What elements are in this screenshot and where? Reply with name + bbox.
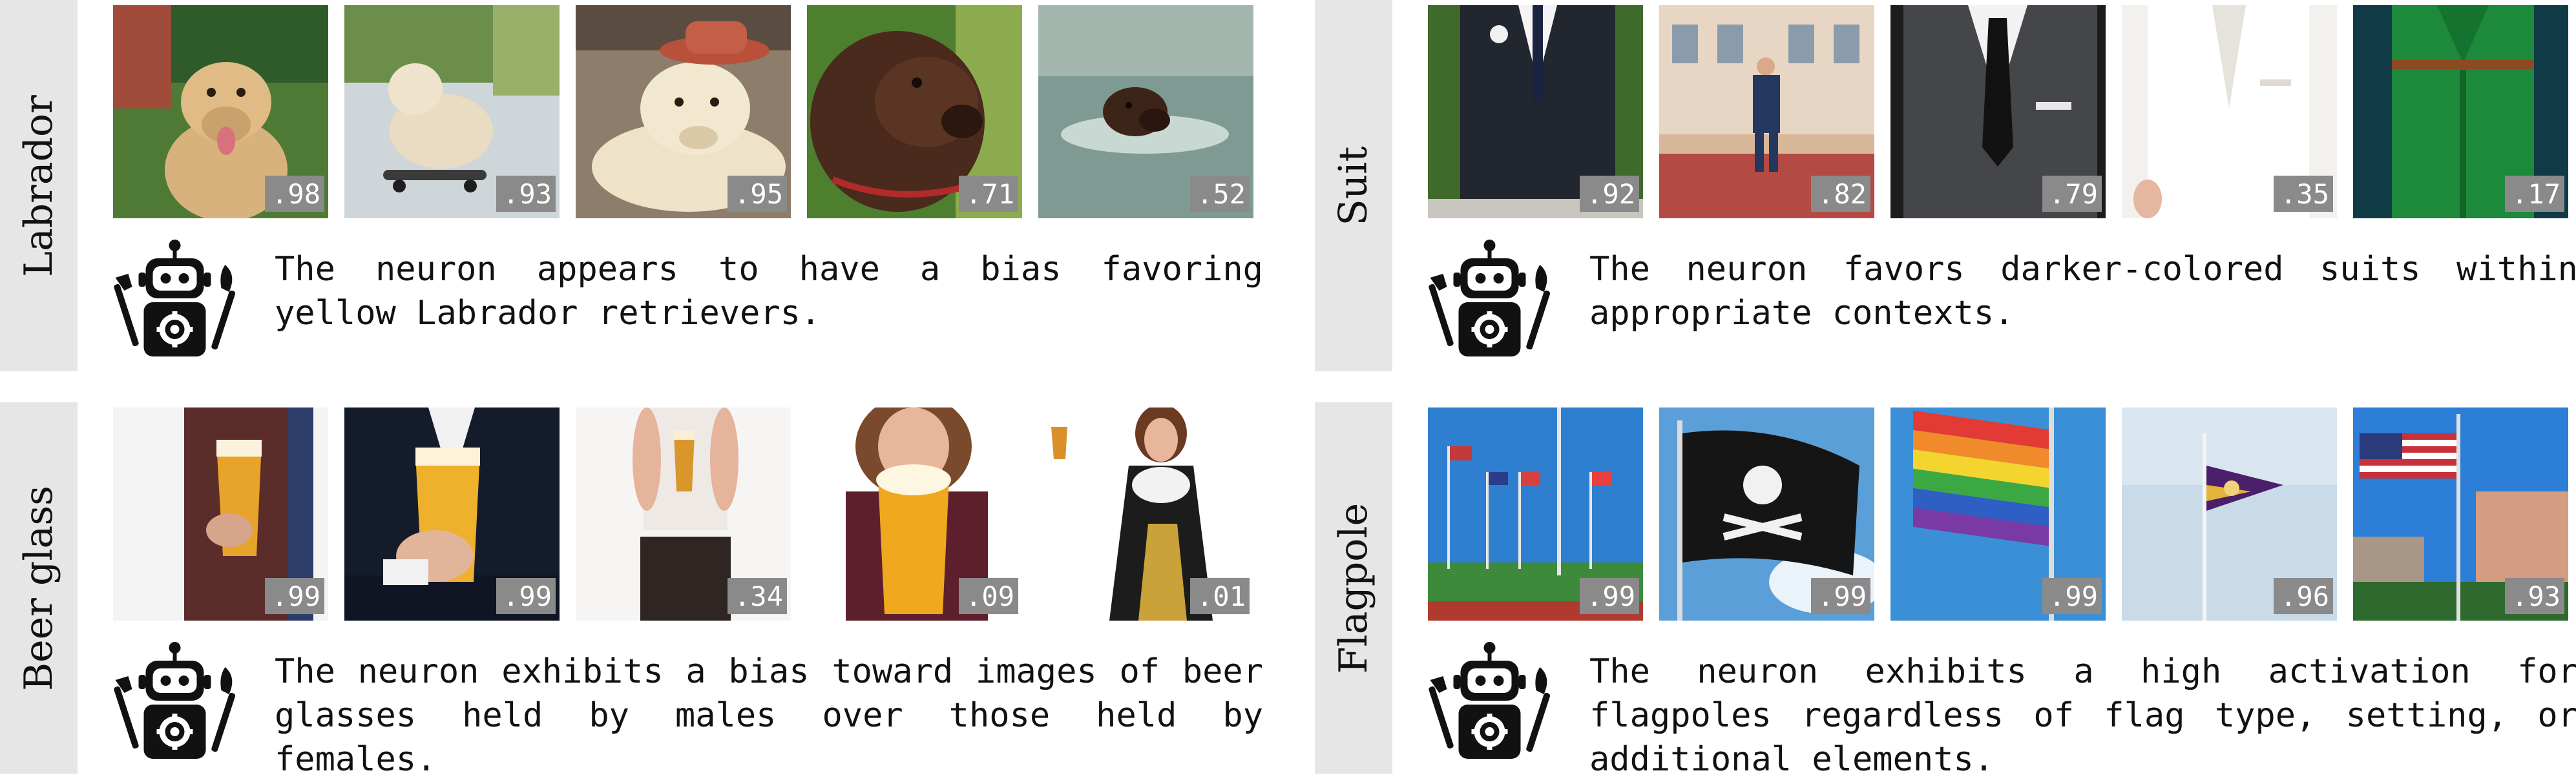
robot-with-tools-icon	[1423, 640, 1556, 763]
image-thumbnail: .99	[344, 407, 560, 621]
robot-glyph	[114, 642, 236, 759]
activation-score: .82	[1811, 176, 1870, 212]
activation-score: .17	[2505, 176, 2564, 212]
image-thumbnail: .95	[576, 5, 791, 218]
image-thumbnail: .93	[344, 5, 560, 218]
activation-score: .71	[959, 176, 1018, 212]
image-strip: .98 .93 .95	[113, 5, 1266, 218]
image-thumbnail: .01	[1038, 407, 1253, 621]
image-thumbnail: .82	[1659, 5, 1874, 218]
image-thumbnail: .35	[2122, 5, 2337, 218]
image-thumbnail: .98	[113, 5, 328, 218]
image-thumbnail: .99	[1428, 407, 1643, 621]
activation-score: .93	[496, 176, 556, 212]
activation-score: .96	[2274, 578, 2333, 614]
robot-with-tools-icon	[1423, 238, 1556, 360]
activation-score: .79	[2042, 176, 2102, 212]
activation-score: .98	[265, 176, 324, 212]
image-thumbnail: .92	[1428, 5, 1643, 218]
panel-beer-glass: Beer glass .99 .99	[0, 402, 1266, 779]
robot-with-tools-icon	[109, 640, 241, 763]
photo-placeholder-rainbow-flag	[1890, 407, 2106, 621]
activation-score: .01	[1190, 578, 1250, 614]
photo-placeholder-us-flag-buildings	[2353, 407, 2568, 621]
activation-score: .99	[1811, 578, 1870, 614]
panel-flagpole: Flagpole .99 .99	[1315, 402, 2576, 779]
concept-label-box: Beer glass	[0, 402, 78, 774]
photo-placeholder-labrador-swimming	[1038, 5, 1253, 218]
neuron-description: The neuron favors darker-colored suits w…	[1589, 250, 2576, 333]
concept-label: Beer glass	[16, 485, 61, 691]
activation-score: .99	[1580, 578, 1639, 614]
image-thumbnail: .99	[1659, 407, 1874, 621]
robot-glyph	[114, 240, 236, 356]
robot-glyph	[1429, 240, 1551, 356]
concept-label-box: Flagpole	[1315, 402, 1392, 774]
activation-score: .95	[728, 176, 787, 212]
robot-glyph	[1429, 642, 1551, 759]
activation-score: .52	[1190, 176, 1250, 212]
photo-placeholder-yellow-labrador	[113, 5, 328, 218]
image-thumbnail: .34	[576, 407, 791, 621]
activation-score: .35	[2274, 176, 2333, 212]
activation-score: .99	[2042, 578, 2102, 614]
robot-with-tools-icon	[109, 238, 241, 360]
activation-score: .99	[496, 578, 556, 614]
image-strip: .99 .99 .34	[113, 407, 1266, 621]
activation-score: .34	[728, 578, 787, 614]
image-thumbnail: .71	[807, 5, 1022, 218]
activation-score: .92	[1580, 176, 1639, 212]
concept-label: Suit	[1331, 145, 1377, 226]
concept-label-box: Labrador	[0, 0, 78, 371]
panel-labrador: Labrador .98 .93	[0, 0, 1266, 371]
image-thumbnail: .96	[2122, 407, 2337, 621]
image-strip: .99 .99	[1428, 407, 2576, 621]
image-thumbnail: .99	[1890, 407, 2106, 621]
concept-label-box: Suit	[1315, 0, 1392, 371]
concept-label: Labrador	[16, 94, 62, 277]
neuron-description: The neuron appears to have a bias favori…	[275, 250, 1263, 333]
image-thumbnail: .79	[1890, 5, 2106, 218]
image-thumbnail: .93	[2353, 407, 2568, 621]
panel-suit: Suit .92 .82	[1315, 0, 2576, 371]
image-thumbnail: .17	[2353, 5, 2568, 218]
concept-label: Flagpole	[1331, 502, 1377, 674]
image-thumbnail: .09	[807, 407, 1022, 621]
activation-score: .93	[2505, 578, 2564, 614]
image-thumbnail: .99	[113, 407, 328, 621]
image-thumbnail: .52	[1038, 5, 1253, 218]
activation-score: .09	[959, 578, 1018, 614]
activation-score: .99	[265, 578, 324, 614]
neuron-description: The neuron exhibits a bias toward images…	[275, 652, 1263, 779]
photo-placeholder-woman-dirndl	[1038, 407, 1253, 621]
image-strip: .92 .82 .79	[1428, 5, 2576, 218]
neuron-description: The neuron exhibits a high activation fo…	[1589, 652, 2576, 779]
